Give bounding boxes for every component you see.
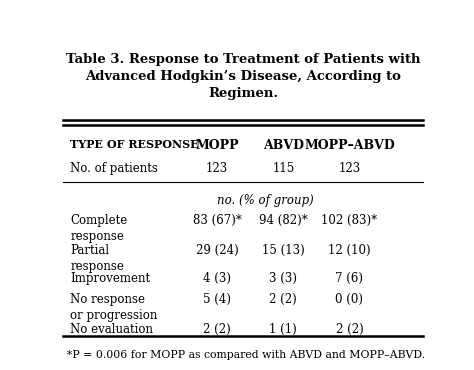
Text: 4 (3): 4 (3) bbox=[203, 272, 231, 285]
Text: MOPP–ABVD: MOPP–ABVD bbox=[304, 139, 395, 152]
Text: Improvement: Improvement bbox=[70, 272, 150, 285]
Text: Partial
response: Partial response bbox=[70, 244, 124, 273]
Text: Table 3. Response to Treatment of Patients with
Advanced Hodgkin’s Disease, Acco: Table 3. Response to Treatment of Patien… bbox=[66, 53, 420, 100]
Text: MOPP: MOPP bbox=[195, 139, 239, 152]
Text: 15 (13): 15 (13) bbox=[262, 244, 305, 257]
Text: No. of patients: No. of patients bbox=[70, 162, 158, 175]
Text: ABVD: ABVD bbox=[263, 139, 304, 152]
Text: 83 (67)*: 83 (67)* bbox=[193, 214, 242, 227]
Text: 0 (0): 0 (0) bbox=[336, 293, 364, 306]
Text: 5 (4): 5 (4) bbox=[203, 293, 231, 306]
Text: 1 (1): 1 (1) bbox=[269, 323, 297, 336]
Text: 7 (6): 7 (6) bbox=[336, 272, 364, 285]
Text: 2 (2): 2 (2) bbox=[269, 293, 297, 306]
Text: 94 (82)*: 94 (82)* bbox=[259, 214, 308, 227]
Text: 123: 123 bbox=[338, 162, 361, 175]
Text: *P = 0.006 for MOPP as compared with ABVD and MOPP–ABVD.: *P = 0.006 for MOPP as compared with ABV… bbox=[66, 350, 425, 360]
Text: 102 (83)*: 102 (83)* bbox=[321, 214, 377, 227]
Text: No evaluation: No evaluation bbox=[70, 323, 153, 336]
Text: 12 (10): 12 (10) bbox=[328, 244, 371, 257]
Text: 2 (2): 2 (2) bbox=[203, 323, 231, 336]
Text: 123: 123 bbox=[206, 162, 228, 175]
Text: 2 (2): 2 (2) bbox=[336, 323, 364, 336]
Text: TYPE OF RESPONSE: TYPE OF RESPONSE bbox=[70, 139, 199, 150]
Text: no. (% of group): no. (% of group) bbox=[217, 194, 313, 207]
Text: 29 (24): 29 (24) bbox=[196, 244, 238, 257]
Text: Complete
response: Complete response bbox=[70, 214, 128, 243]
Text: 115: 115 bbox=[272, 162, 294, 175]
Text: No response
or progression: No response or progression bbox=[70, 293, 158, 322]
Text: 3 (3): 3 (3) bbox=[269, 272, 297, 285]
